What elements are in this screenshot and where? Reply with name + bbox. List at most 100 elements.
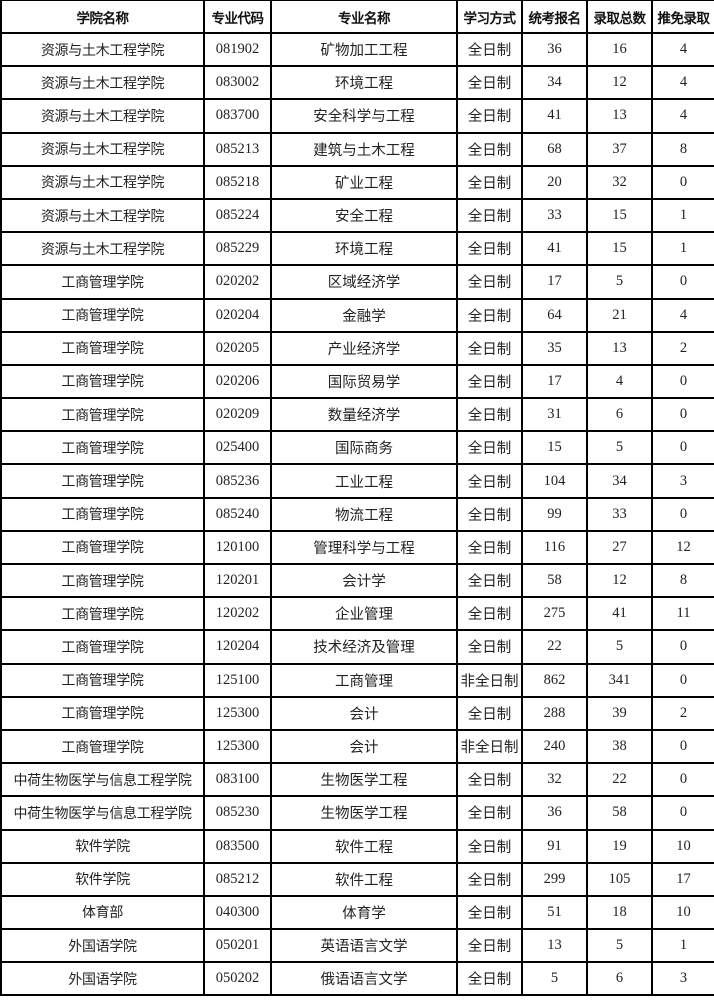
cell-major-code: 020202 xyxy=(203,264,272,300)
cell-major-code: 120204 xyxy=(203,629,272,665)
cell-total-admitted: 19 xyxy=(586,828,653,864)
cell-exam-applicants: 31 xyxy=(521,397,588,433)
cell-major-code: 083002 xyxy=(203,65,272,101)
cell-college-name: 体育部 xyxy=(0,894,205,931)
cell-exempt-admitted: 0 xyxy=(651,662,714,698)
cell-exam-applicants: 36 xyxy=(521,795,588,831)
header-college-name: 学院名称 xyxy=(0,0,205,34)
cell-major-name: 生物医学工程 xyxy=(270,795,458,831)
cell-study-mode: 全日制 xyxy=(456,264,523,300)
cell-exam-applicants: 36 xyxy=(521,31,588,68)
cell-major-name: 区域经济学 xyxy=(270,264,458,300)
cell-college-name: 工商管理学院 xyxy=(0,529,205,566)
table-row: 工商管理学院 085236 工业工程 全日制 104 34 3 xyxy=(0,463,714,499)
cell-exempt-admitted: 11 xyxy=(651,596,714,632)
cell-major-code: 020209 xyxy=(203,397,272,433)
cell-major-name: 软件工程 xyxy=(270,861,458,897)
cell-exam-applicants: 5 xyxy=(521,961,588,997)
cell-major-code: 083700 xyxy=(203,98,272,134)
cell-major-code: 085213 xyxy=(203,131,272,167)
cell-major-name: 企业管理 xyxy=(270,596,458,632)
cell-exempt-admitted: 2 xyxy=(651,695,714,731)
cell-study-mode: 全日制 xyxy=(456,297,523,333)
cell-study-mode: 全日制 xyxy=(456,529,523,566)
cell-college-name: 工商管理学院 xyxy=(0,297,205,333)
cell-major-code: 085236 xyxy=(203,463,272,499)
cell-total-admitted: 12 xyxy=(586,65,653,101)
cell-study-mode: 全日制 xyxy=(456,330,523,366)
cell-exam-applicants: 35 xyxy=(521,330,588,366)
cell-exempt-admitted: 0 xyxy=(651,164,714,200)
cell-major-code: 025400 xyxy=(203,430,272,466)
cell-total-admitted: 105 xyxy=(586,861,653,897)
table-row: 资源与土木工程学院 083002 环境工程 全日制 34 12 4 xyxy=(0,65,714,101)
cell-college-name: 资源与土木工程学院 xyxy=(0,98,205,134)
cell-total-admitted: 5 xyxy=(586,264,653,300)
cell-major-code: 120201 xyxy=(203,562,272,599)
cell-total-admitted: 39 xyxy=(586,695,653,731)
cell-exam-applicants: 68 xyxy=(521,131,588,167)
cell-exam-applicants: 20 xyxy=(521,164,588,200)
cell-major-name: 国际商务 xyxy=(270,430,458,466)
cell-total-admitted: 6 xyxy=(586,397,653,433)
cell-exam-applicants: 288 xyxy=(521,695,588,731)
cell-major-name: 软件工程 xyxy=(270,828,458,864)
cell-college-name: 工商管理学院 xyxy=(0,629,205,665)
cell-total-admitted: 5 xyxy=(586,629,653,665)
cell-major-code: 125300 xyxy=(203,728,272,765)
cell-exempt-admitted: 8 xyxy=(651,562,714,599)
table-row: 外国语学院 050201 英语语言文学 全日制 13 5 1 xyxy=(0,928,714,964)
cell-study-mode: 全日制 xyxy=(456,562,523,599)
cell-major-code: 040300 xyxy=(203,894,272,931)
cell-total-admitted: 38 xyxy=(586,728,653,765)
cell-study-mode: 全日制 xyxy=(456,430,523,466)
cell-exam-applicants: 99 xyxy=(521,496,588,532)
cell-total-admitted: 22 xyxy=(586,762,653,798)
table-row: 工商管理学院 120204 技术经济及管理 全日制 22 5 0 xyxy=(0,629,714,665)
cell-college-name: 资源与土木工程学院 xyxy=(0,197,205,234)
table-row: 外国语学院 050202 俄语语言文学 全日制 5 6 3 xyxy=(0,961,714,997)
cell-total-admitted: 21 xyxy=(586,297,653,333)
cell-major-name: 产业经济学 xyxy=(270,330,458,366)
cell-major-name: 国际贸易学 xyxy=(270,363,458,400)
cell-major-code: 085224 xyxy=(203,197,272,234)
cell-total-admitted: 41 xyxy=(586,596,653,632)
header-row: 学院名称 专业代码 专业名称 学习方式 统考报名 录取总数 推免录取 xyxy=(0,0,714,34)
cell-study-mode: 全日制 xyxy=(456,463,523,499)
cell-exempt-admitted: 0 xyxy=(651,397,714,433)
cell-exam-applicants: 104 xyxy=(521,463,588,499)
cell-exam-applicants: 275 xyxy=(521,596,588,632)
cell-study-mode: 全日制 xyxy=(456,197,523,234)
cell-major-code: 085230 xyxy=(203,795,272,831)
cell-total-admitted: 341 xyxy=(586,662,653,698)
cell-major-name: 英语语言文学 xyxy=(270,928,458,964)
cell-exempt-admitted: 1 xyxy=(651,197,714,234)
cell-exempt-admitted: 0 xyxy=(651,496,714,532)
cell-major-name: 会计学 xyxy=(270,562,458,599)
cell-major-name: 安全工程 xyxy=(270,197,458,234)
table-row: 中荷生物医学与信息工程学院 083100 生物医学工程 全日制 32 22 0 xyxy=(0,762,714,798)
cell-exam-applicants: 15 xyxy=(521,430,588,466)
cell-exempt-admitted: 10 xyxy=(651,828,714,864)
cell-study-mode: 全日制 xyxy=(456,695,523,731)
header-major-code: 专业代码 xyxy=(203,0,272,34)
cell-college-name: 工商管理学院 xyxy=(0,562,205,599)
table-row: 工商管理学院 125300 会计 非全日制 240 38 0 xyxy=(0,728,714,765)
cell-exam-applicants: 51 xyxy=(521,894,588,931)
cell-study-mode: 全日制 xyxy=(456,131,523,167)
table-row: 资源与土木工程学院 085229 环境工程 全日制 41 15 1 xyxy=(0,231,714,267)
cell-major-name: 金融学 xyxy=(270,297,458,333)
table-row: 软件学院 085212 软件工程 全日制 299 105 17 xyxy=(0,861,714,897)
cell-study-mode: 全日制 xyxy=(456,828,523,864)
cell-total-admitted: 5 xyxy=(586,928,653,964)
cell-exam-applicants: 862 xyxy=(521,662,588,698)
cell-total-admitted: 58 xyxy=(586,795,653,831)
cell-college-name: 中荷生物医学与信息工程学院 xyxy=(0,795,205,831)
cell-major-name: 物流工程 xyxy=(270,496,458,532)
cell-study-mode: 全日制 xyxy=(456,795,523,831)
cell-college-name: 外国语学院 xyxy=(0,961,205,997)
cell-exempt-admitted: 0 xyxy=(651,430,714,466)
cell-major-code: 050201 xyxy=(203,928,272,964)
cell-exempt-admitted: 0 xyxy=(651,264,714,300)
